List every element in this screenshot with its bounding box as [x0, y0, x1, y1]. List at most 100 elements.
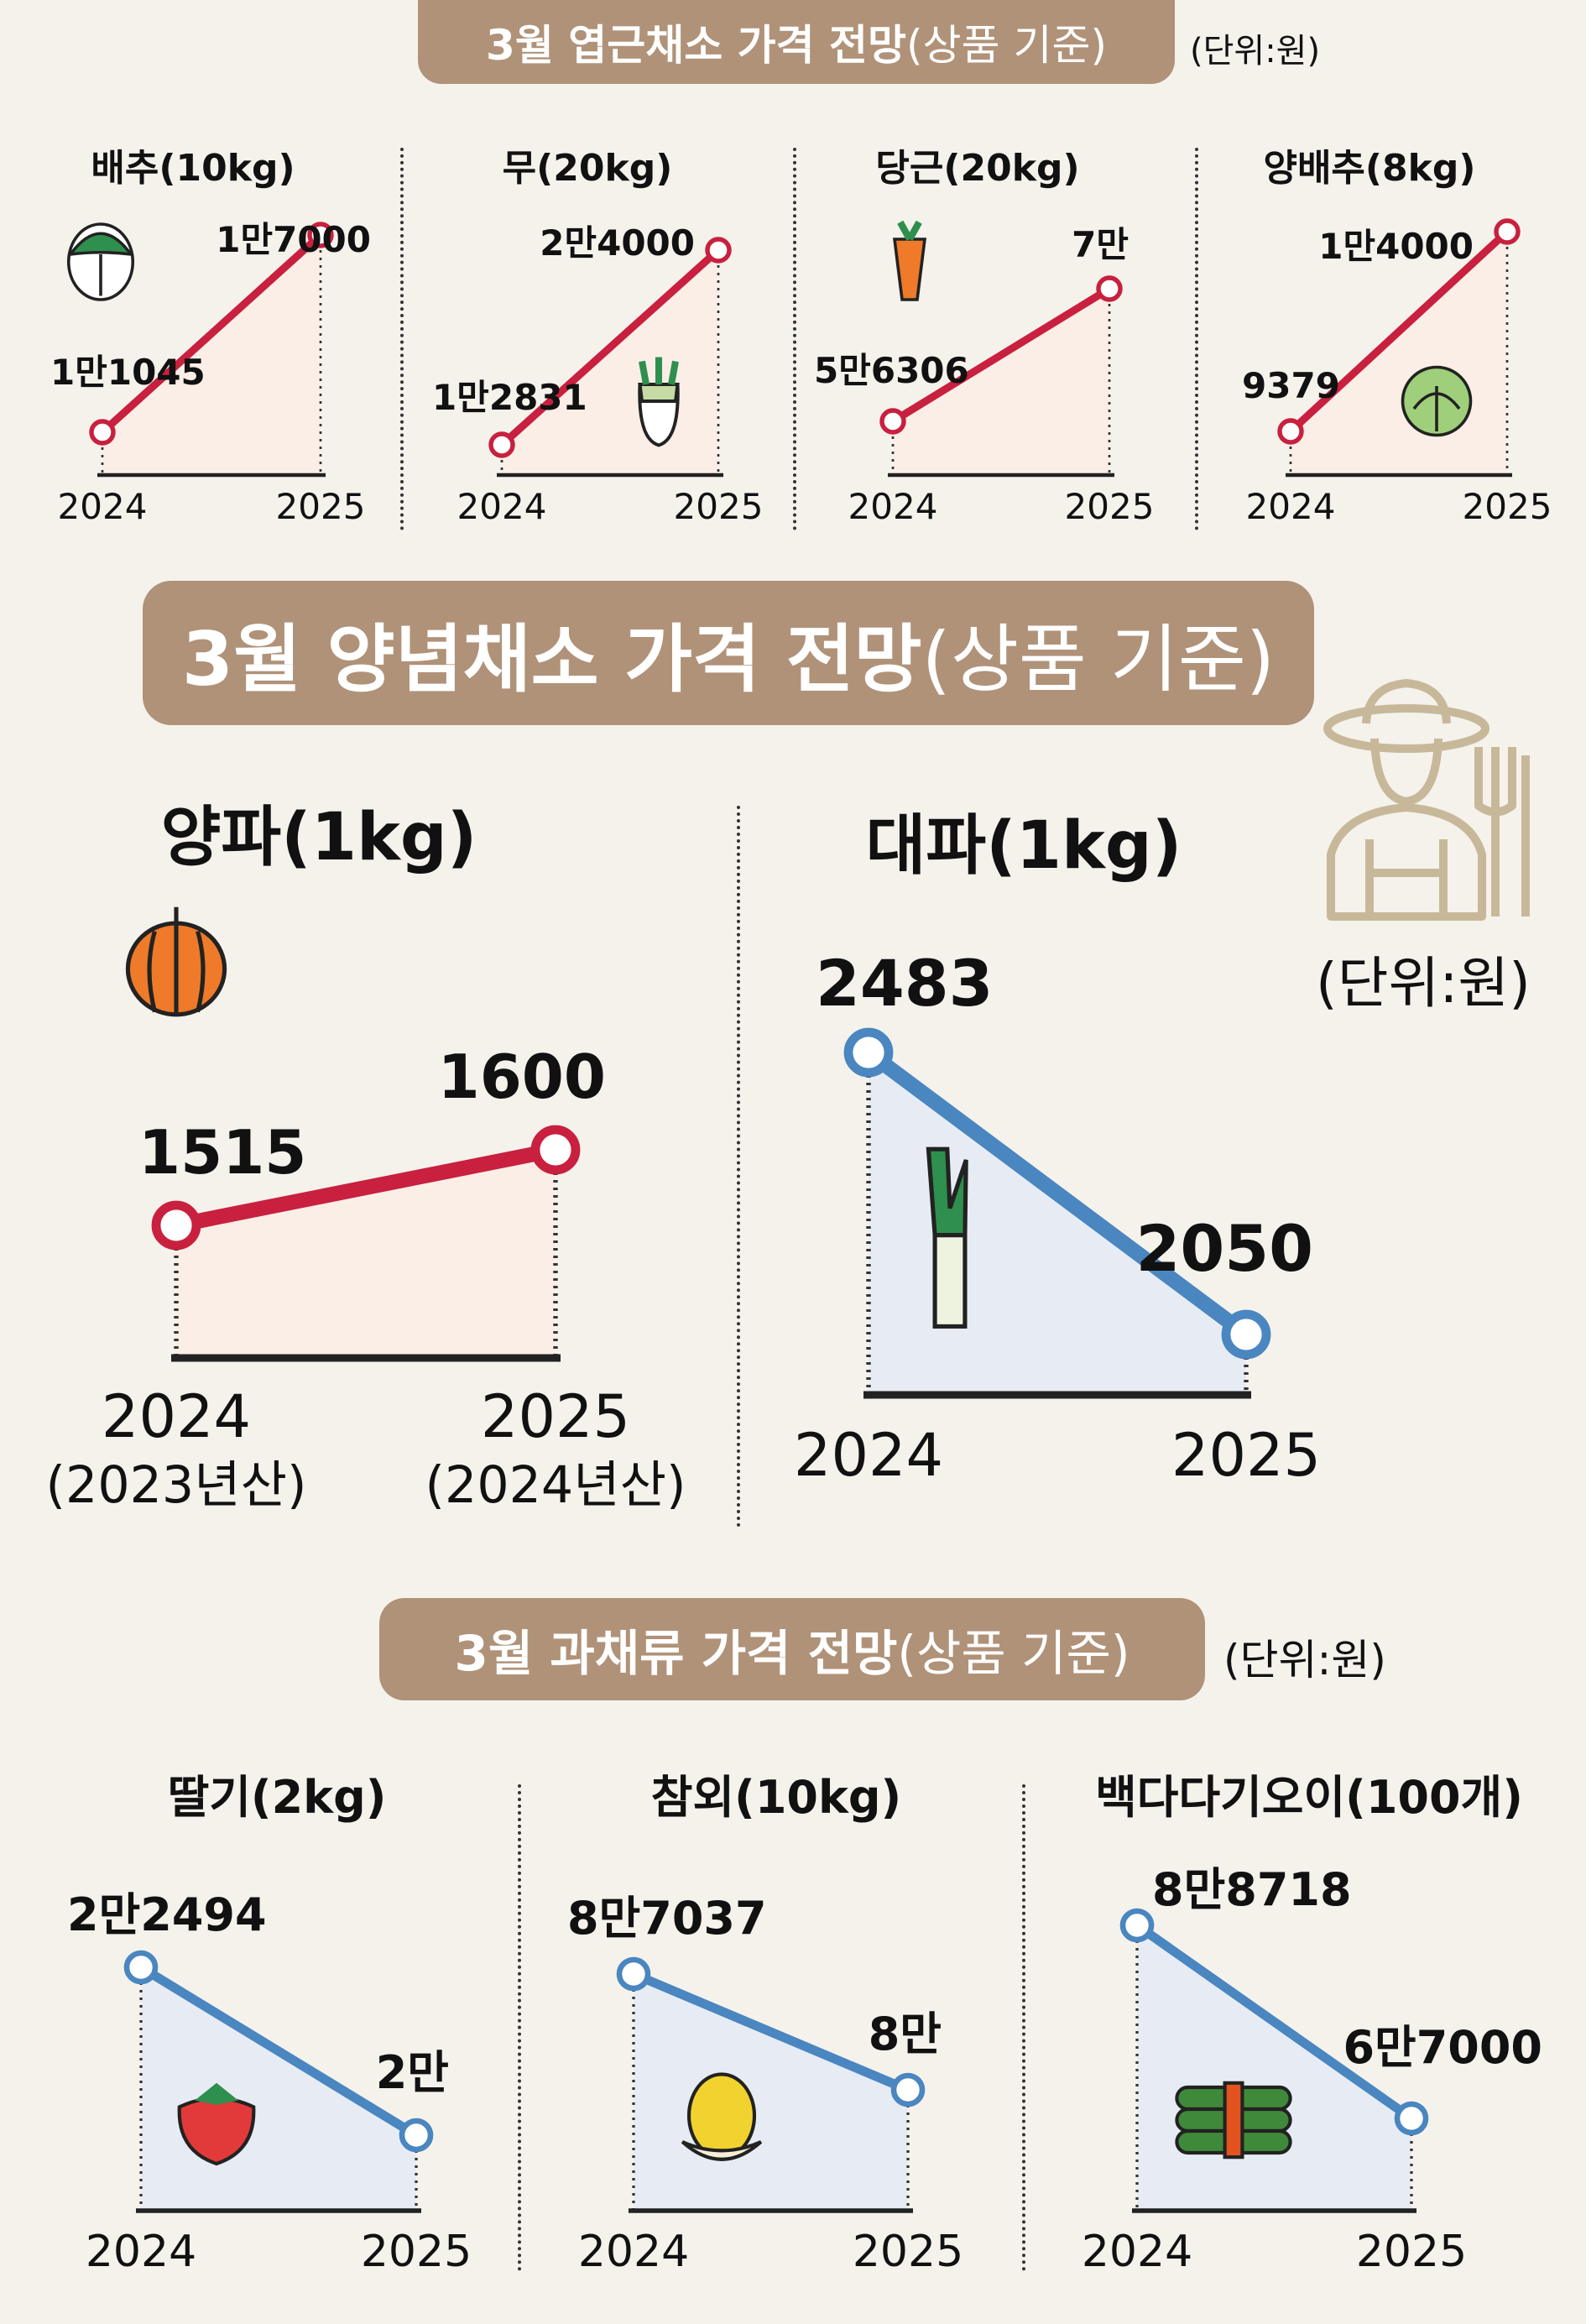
cabbage-icon [1401, 365, 1473, 437]
napa-cabbage-icon [66, 222, 135, 301]
series-line [98, 231, 325, 436]
separator [518, 1784, 521, 2271]
x-tick-label: 2024 [58, 486, 148, 527]
data-label-2024: 2만2494 [67, 1888, 267, 1941]
data-point-2025 [705, 237, 732, 264]
x-tick-label: 2024 [794, 1421, 943, 1490]
data-point-2024 [616, 1956, 651, 1992]
seasoning-section-subtitle: (상품 기준) [921, 615, 1276, 702]
x-tick-label: 2025 [853, 2227, 963, 2277]
price-chart [89, 222, 334, 478]
leafy-unit-label: (단위:원) [1190, 32, 1321, 71]
series-line [169, 1142, 563, 1233]
x-tick-sublabel: (2024년산) [425, 1456, 686, 1515]
seasoning-section-title: 3월 양념채소 가격 전망 (상품 기준) [143, 581, 1314, 725]
x-tick-label: 2025 [481, 1382, 630, 1451]
x-tick-label: 2025 [674, 486, 764, 527]
data-label-2025: 6만7000 [1343, 2021, 1542, 2074]
price-chart [616, 1956, 926, 2213]
chart-title: 당근(20kg) [875, 147, 1079, 190]
chart-title: 양파(1kg) [161, 800, 477, 875]
data-point-2025 [399, 2118, 434, 2153]
strawberry-icon [177, 2082, 256, 2166]
x-tick-sublabel: (2023년산) [46, 1456, 307, 1515]
chart-title: 양배추(8kg) [1263, 147, 1475, 190]
x-tick-label: 2025 [1171, 1421, 1321, 1490]
x-tick-label: 2025 [1463, 486, 1552, 527]
data-label-2024: 1만1045 [50, 352, 206, 393]
data-label-2025: 1만4000 [1318, 226, 1474, 267]
carrot-icon [892, 220, 927, 301]
data-label-2024: 5만6306 [814, 350, 969, 391]
x-tick-label: 2024 [848, 486, 938, 527]
x-tick-label: 2024 [102, 1382, 251, 1451]
series-line [629, 1969, 913, 2095]
x-tick-label: 2024 [86, 2227, 196, 2277]
series-line [136, 1962, 421, 2140]
x-tick-label: 2024 [1246, 486, 1336, 527]
data-label-2025: 2만4000 [540, 222, 695, 264]
separator [793, 148, 796, 530]
leafy-section-title: 3월 엽근채소 가격 전망 (상품 기준) [418, 0, 1175, 84]
area-fill [176, 1150, 556, 1358]
data-point-2025 [1096, 275, 1123, 302]
korean-melon-icon [681, 2072, 763, 2161]
data-point-2025 [530, 1125, 581, 1175]
separator [737, 806, 740, 1528]
x-tick-label: 2024 [578, 2227, 689, 2277]
series-line [1286, 227, 1511, 436]
price-chart [879, 275, 1123, 478]
green-onion-icon [926, 1146, 968, 1329]
onion-icon [125, 906, 227, 1017]
series-line [1132, 1920, 1416, 2123]
area-fill [634, 1974, 908, 2211]
x-tick-label: 2025 [1356, 2227, 1467, 2277]
data-point-2024 [843, 1027, 894, 1078]
cucumber-icon [1175, 2081, 1292, 2159]
data-point-2024 [1277, 418, 1304, 445]
chart-title: 배추(10kg) [91, 147, 295, 190]
data-point-2024 [151, 1200, 201, 1251]
separator [1022, 1784, 1025, 2271]
data-label-2024: 2483 [816, 946, 994, 1021]
data-point-2025 [307, 222, 334, 248]
data-label-2025: 8만 [869, 2008, 942, 2060]
data-label-2024: 8만8718 [1152, 1863, 1352, 1916]
fruitveg-unit-label: (단위:원) [1223, 1636, 1386, 1684]
x-tick-label: 2025 [1065, 486, 1155, 527]
separator [1195, 148, 1198, 530]
price-chart [488, 237, 732, 478]
chart-title: 대파(1kg) [866, 808, 1182, 884]
data-label-2024: 1만2831 [432, 377, 587, 418]
x-tick-label: 2025 [276, 486, 366, 527]
data-point-2024 [488, 431, 515, 458]
data-label-2025: 1만7000 [216, 219, 371, 260]
area-fill [102, 235, 321, 475]
chart-title: 딸기(2kg) [168, 1771, 387, 1824]
x-tick-label: 2024 [1082, 2227, 1192, 2277]
series-line [498, 246, 723, 449]
chart-title: 무(20kg) [503, 147, 673, 190]
series-line [889, 285, 1114, 426]
data-label-2024: 9379 [1242, 365, 1340, 406]
data-label-2025: 2만 [376, 2046, 449, 2099]
data-point-2024 [1119, 1908, 1155, 1943]
data-label-2025: 2050 [1135, 1211, 1313, 1286]
chart-title: 참외(10kg) [651, 1771, 901, 1824]
series-line [861, 1045, 1254, 1342]
data-point-2025 [1394, 2101, 1429, 2136]
separator [400, 148, 404, 530]
price-chart [151, 1125, 581, 1362]
data-label-2025: 7만 [1072, 224, 1129, 265]
area-fill [1291, 232, 1507, 475]
seasoning-unit-label: (단위:원) [1316, 951, 1531, 1016]
data-point-2024 [123, 1950, 159, 1985]
area-fill [893, 289, 1109, 475]
data-label-2025: 1600 [438, 1042, 606, 1112]
data-point-2025 [1494, 218, 1521, 245]
leafy-section-subtitle: (상품 기준) [906, 21, 1107, 70]
x-tick-label: 2025 [361, 2227, 472, 2277]
fruitveg-section-subtitle: (상품 기준) [897, 1625, 1130, 1682]
data-point-2025 [1221, 1309, 1271, 1360]
